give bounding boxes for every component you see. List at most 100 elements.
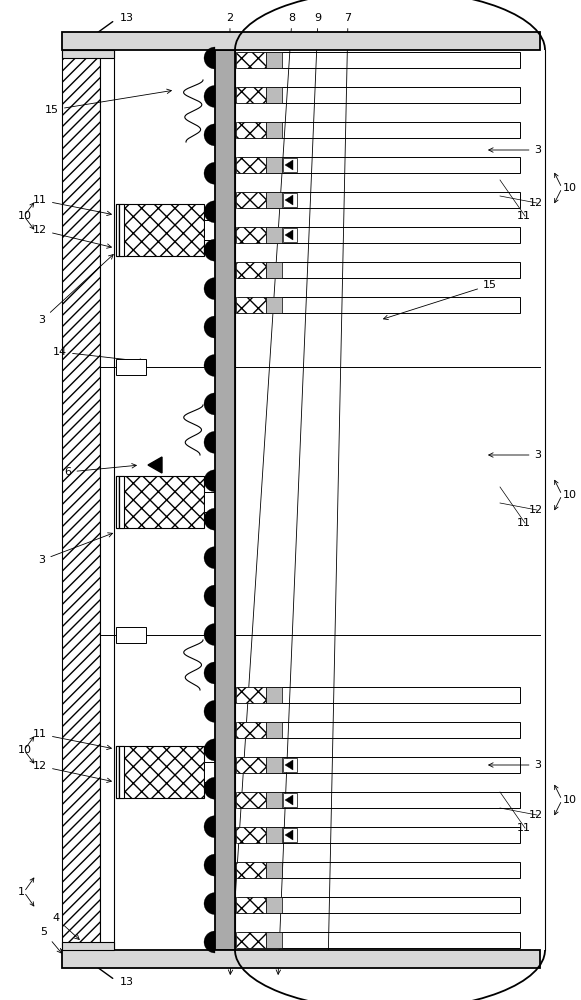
Wedge shape: [204, 585, 215, 607]
Bar: [266, 827, 282, 843]
Wedge shape: [204, 931, 215, 953]
Bar: [236, 792, 266, 808]
Wedge shape: [204, 739, 215, 761]
Wedge shape: [204, 700, 215, 722]
Bar: [266, 52, 282, 68]
Text: 12: 12: [33, 225, 112, 248]
Bar: [266, 227, 282, 243]
Wedge shape: [204, 624, 215, 646]
Bar: [236, 862, 266, 878]
Bar: [236, 157, 266, 173]
Polygon shape: [285, 195, 293, 205]
Wedge shape: [204, 431, 215, 453]
Wedge shape: [204, 547, 215, 569]
Bar: [236, 227, 266, 243]
Text: 13: 13: [120, 13, 134, 23]
Bar: [266, 897, 282, 913]
Text: 2: 2: [226, 13, 234, 964]
Wedge shape: [204, 893, 215, 915]
Bar: [238, 862, 520, 878]
Bar: [236, 757, 266, 773]
Bar: [204, 762, 219, 782]
Text: 3: 3: [38, 255, 113, 325]
Bar: [236, 897, 266, 913]
Bar: [236, 687, 266, 703]
Bar: [236, 722, 266, 738]
Bar: [238, 87, 520, 103]
Wedge shape: [204, 239, 215, 261]
Bar: [238, 757, 520, 773]
Bar: [283, 828, 297, 842]
Polygon shape: [285, 160, 293, 170]
Bar: [116, 359, 146, 375]
Bar: [236, 192, 266, 208]
Bar: [283, 793, 297, 807]
Bar: [100, 50, 114, 950]
Wedge shape: [204, 393, 215, 415]
Bar: [238, 122, 520, 138]
Bar: [266, 862, 282, 878]
Bar: [266, 792, 282, 808]
Bar: [116, 746, 204, 798]
Text: 15: 15: [383, 280, 497, 320]
Bar: [266, 722, 282, 738]
Bar: [283, 758, 297, 772]
Bar: [62, 50, 100, 950]
Bar: [283, 228, 297, 242]
Bar: [238, 262, 520, 278]
Bar: [238, 227, 520, 243]
Bar: [266, 262, 282, 278]
Bar: [116, 204, 124, 256]
Polygon shape: [285, 795, 293, 805]
Polygon shape: [148, 457, 162, 473]
Text: 8: 8: [228, 13, 296, 974]
Polygon shape: [285, 760, 293, 770]
Text: 12: 12: [529, 810, 543, 820]
Text: 3: 3: [489, 760, 541, 770]
Bar: [238, 687, 520, 703]
Bar: [236, 827, 266, 843]
Text: 11: 11: [517, 211, 531, 221]
Wedge shape: [204, 47, 215, 69]
Bar: [238, 52, 520, 68]
Wedge shape: [204, 316, 215, 338]
Bar: [238, 157, 520, 173]
Wedge shape: [204, 85, 215, 107]
Bar: [266, 297, 282, 313]
Polygon shape: [285, 230, 293, 240]
Text: 3: 3: [489, 450, 541, 460]
Text: 12: 12: [529, 505, 543, 515]
Text: 5: 5: [41, 927, 62, 953]
Text: 15: 15: [45, 89, 171, 115]
Wedge shape: [204, 470, 215, 492]
Bar: [236, 262, 266, 278]
Text: 11: 11: [517, 518, 531, 528]
Wedge shape: [204, 662, 215, 684]
Bar: [62, 950, 540, 968]
Bar: [238, 192, 520, 208]
Wedge shape: [204, 854, 215, 876]
Wedge shape: [204, 354, 215, 376]
Wedge shape: [204, 278, 215, 300]
Wedge shape: [204, 201, 215, 223]
Bar: [236, 87, 266, 103]
Bar: [62, 32, 540, 50]
Bar: [62, 50, 114, 58]
Text: 1: 1: [18, 887, 25, 897]
Bar: [236, 52, 266, 68]
Text: 11: 11: [33, 195, 112, 216]
Bar: [236, 122, 266, 138]
Bar: [236, 932, 266, 948]
Bar: [266, 157, 282, 173]
Text: 12: 12: [33, 761, 112, 782]
Wedge shape: [204, 816, 215, 838]
Wedge shape: [204, 508, 215, 530]
Text: 10: 10: [563, 490, 577, 500]
Text: 7: 7: [326, 13, 352, 964]
Polygon shape: [285, 830, 293, 840]
Bar: [116, 627, 146, 643]
Bar: [236, 297, 266, 313]
Text: 13: 13: [120, 977, 134, 987]
Text: 3: 3: [38, 533, 113, 565]
Text: 10: 10: [18, 745, 32, 755]
